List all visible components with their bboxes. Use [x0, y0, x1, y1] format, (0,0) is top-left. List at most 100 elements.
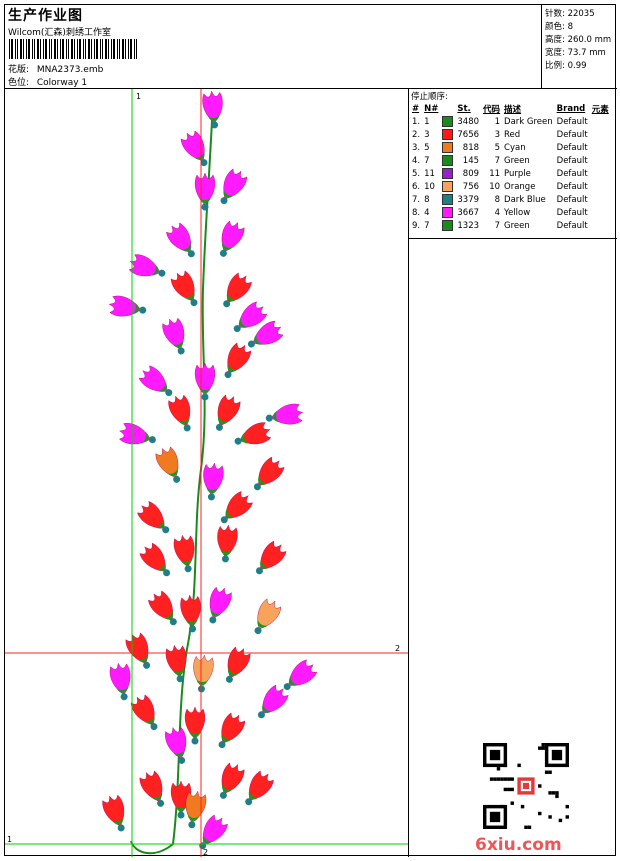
row-stitches: 809: [462, 168, 480, 179]
flower-bud: [168, 394, 191, 432]
row-index: 6.: [412, 181, 421, 192]
row-element: [590, 115, 611, 128]
row-needle: 3: [424, 129, 430, 140]
row-swatch: [440, 141, 455, 154]
row-desc: Green: [504, 220, 530, 231]
row-stitches: 3379: [457, 194, 480, 205]
row-desc: Dark Green: [504, 116, 553, 127]
flower-bud: [223, 272, 252, 308]
row-needle: 7: [424, 220, 430, 231]
guide-label-h2: 2: [395, 644, 400, 653]
flower-bud: [265, 403, 304, 425]
color-swatch: [442, 194, 454, 205]
row-brand: Default: [556, 220, 588, 231]
row-code: 10: [489, 181, 501, 192]
flower-bud: [219, 220, 245, 257]
flower-bud: [193, 654, 214, 693]
row-index: 2.: [412, 129, 421, 140]
stat-colors: 颜色: 8: [545, 20, 573, 32]
col-needle: N#: [424, 103, 439, 114]
flower-bud: [199, 814, 228, 850]
row-code: 11: [489, 168, 501, 179]
watermark: 6xiu.com: [475, 835, 562, 855]
table-row: 3. 5 818 5 Cyan Default: [410, 141, 611, 154]
flower-bud: [139, 770, 165, 807]
row-index: 4.: [412, 155, 421, 166]
flower-bud: [233, 301, 268, 333]
row-element: [590, 193, 611, 206]
row-brand: Default: [556, 142, 588, 153]
production-sheet: 生产作业图 Wilcom(汇森)刺绣工作室 花版: MNA2373.emb 色位…: [4, 4, 617, 857]
flower-bud: [245, 770, 274, 806]
flower-bud: [209, 586, 232, 624]
row-swatch: [440, 154, 455, 167]
color-swatch: [442, 155, 454, 166]
stop-sequence-table: # N# St. 代码 描述 Brand 元素 1. 1 3480 1 Dark Gre…: [410, 102, 611, 232]
row-needle: 7: [424, 155, 430, 166]
row-code: 7: [494, 220, 501, 231]
colorway-row: 色位: Colorway 1: [8, 75, 87, 88]
table-row: 7. 8 3379 8 Dark Blue Default: [410, 193, 611, 206]
table-row: 6. 10 756 10 Orange Default: [410, 180, 611, 193]
design-file-row: 花版: MNA2373.emb: [8, 62, 103, 75]
flower-bud: [247, 320, 284, 348]
row-brand: Default: [556, 207, 588, 218]
flower-bud: [220, 168, 248, 205]
colorway-label: 色位:: [8, 78, 30, 88]
flower-bud: [137, 501, 170, 534]
flower-bud: [194, 362, 216, 401]
flower-bud: [283, 659, 318, 691]
flower-bud: [184, 706, 206, 745]
row-swatch: [440, 167, 455, 180]
flower-bud: [139, 542, 171, 577]
row-swatch: [440, 180, 455, 193]
flower-bud: [219, 762, 245, 799]
stat-height: 高度: 260.0 mm: [545, 33, 611, 45]
table-row: 5. 11 809 11 Purple Default: [410, 167, 611, 180]
row-desc: Red: [504, 129, 521, 140]
flower-bud: [203, 462, 224, 501]
stats-panel: 针数: 22035 颜色: 8 高度: 260.0 mm 宽度: 73.7 mm…: [541, 5, 617, 89]
flower-bud: [170, 270, 198, 307]
row-needle: 5: [424, 142, 430, 153]
flower-bud: [254, 598, 282, 635]
row-element: [590, 219, 611, 232]
row-code: 1: [494, 116, 501, 127]
row-brand: Default: [556, 129, 588, 140]
table-row: 1. 1 3480 1 Dark Green Default: [410, 115, 611, 128]
row-stitches: 7656: [457, 129, 480, 140]
flower-bud: [180, 130, 208, 167]
embroidery-design: 1 2 1 2: [5, 89, 408, 857]
row-brand: Default: [556, 116, 588, 127]
stop-sequence-panel: 停止顺序: # N# St. 代码 描述 Brand 元素 1. 1 3480 1 Da…: [409, 89, 617, 239]
flower-bud: [253, 456, 285, 491]
flower-bud: [173, 534, 195, 573]
barcode-image: [9, 39, 137, 59]
flower-bud: [118, 423, 156, 445]
row-index: 9.: [412, 220, 421, 231]
guide-label-v2: 2: [203, 848, 208, 857]
row-desc: Cyan: [504, 142, 526, 153]
flower-bud: [108, 295, 147, 317]
row-stitches: 145: [462, 155, 480, 166]
stat-value: 22035: [567, 9, 595, 19]
color-swatch: [442, 181, 454, 192]
col-element: 元素: [591, 104, 609, 115]
stat-width: 宽度: 73.7 mm: [545, 46, 606, 58]
stat-stitches: 针数: 22035: [545, 7, 595, 19]
row-index: 5.: [412, 168, 421, 179]
table-row: 2. 3 7656 3 Red Default: [410, 128, 611, 141]
flower-bud: [217, 524, 238, 563]
table-row: 8. 4 3667 4 Yellow Default: [410, 206, 611, 219]
row-brand: Default: [556, 181, 588, 192]
row-stitches: 3480: [457, 116, 480, 127]
row-needle: 10: [424, 181, 435, 192]
row-brand: Default: [556, 194, 588, 205]
stat-label: 针数:: [545, 9, 565, 19]
flower-bud: [255, 540, 287, 575]
stat-value: 73.7 mm: [567, 48, 606, 58]
flower-bud: [194, 172, 216, 211]
color-swatch: [442, 116, 454, 127]
row-code: 4: [494, 207, 501, 218]
stat-label: 比例:: [545, 61, 565, 71]
